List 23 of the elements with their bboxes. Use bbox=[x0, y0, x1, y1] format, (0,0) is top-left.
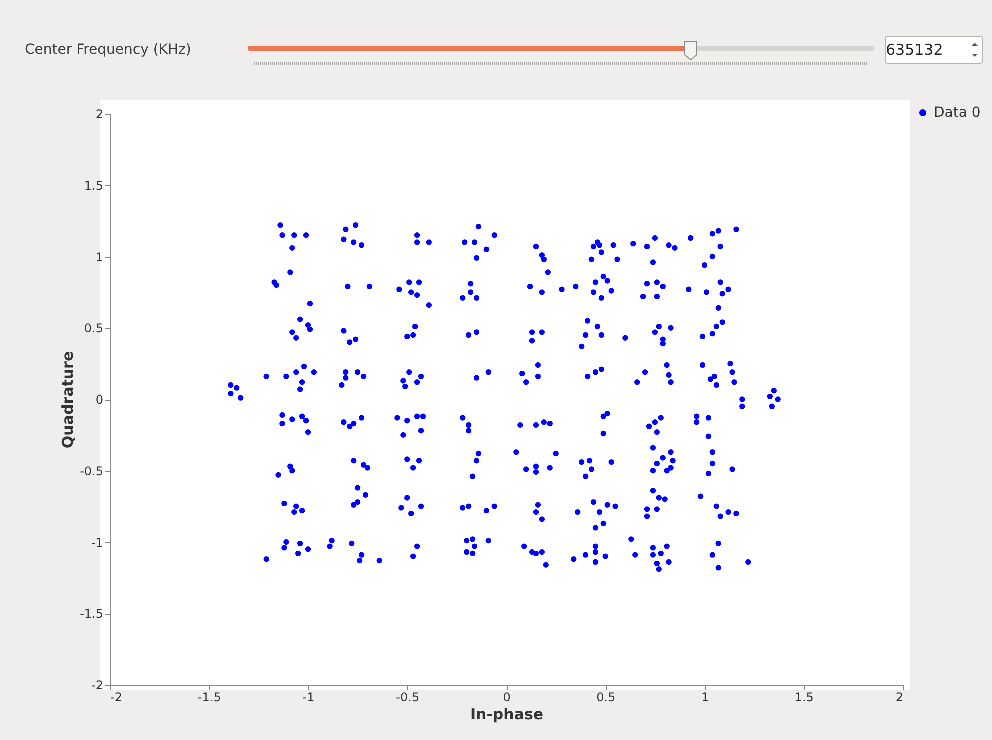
x-tick-label: 1.5 bbox=[794, 690, 814, 704]
text: 635132 bbox=[886, 41, 944, 59]
legend-label: Data 0 bbox=[934, 105, 981, 121]
y-tick-label: 1.5 bbox=[84, 178, 104, 193]
y-tick-label: 0 bbox=[96, 393, 104, 407]
x-tick-label: -2 bbox=[110, 690, 122, 704]
x-tick-label: 0 bbox=[503, 690, 511, 704]
x-tick-label: -0.5 bbox=[396, 690, 420, 704]
x-tick-label: -1 bbox=[302, 690, 315, 704]
y-axis-title: Quadrature bbox=[59, 351, 78, 449]
y-tick-label: -2 bbox=[92, 678, 104, 692]
y-tick-label: -1.5 bbox=[80, 607, 104, 622]
text: Center Frequency (KHz) bbox=[25, 42, 192, 58]
x-tick-label: 2 bbox=[896, 690, 904, 704]
x-tick-label: 0.5 bbox=[596, 690, 616, 704]
y-tick-label: -0.5 bbox=[80, 464, 104, 478]
y-tick-label: 0.5 bbox=[84, 322, 104, 336]
x-axis-title: In-phase bbox=[470, 706, 544, 724]
y-tick-label: -1 bbox=[92, 536, 104, 550]
x-tick-label: 1 bbox=[701, 690, 710, 704]
y-tick-label: 1 bbox=[96, 250, 104, 264]
x-tick-label: -1.5 bbox=[198, 690, 222, 704]
y-tick-label: 2 bbox=[96, 108, 104, 122]
